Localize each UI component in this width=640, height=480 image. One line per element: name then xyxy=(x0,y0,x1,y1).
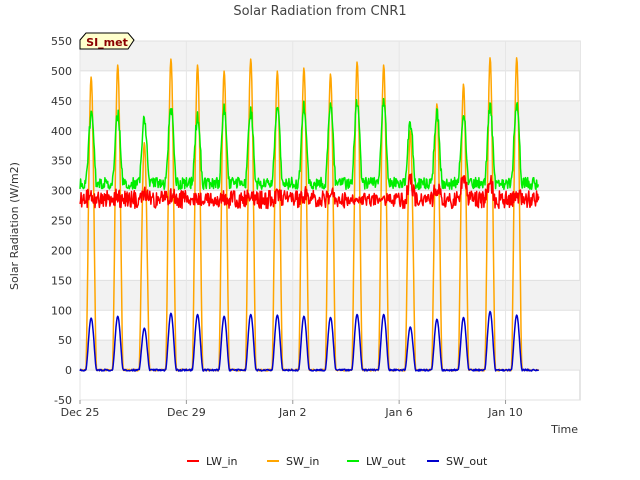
plot-band xyxy=(80,280,580,311)
series-layer xyxy=(79,57,540,372)
badge-label: SI_met xyxy=(86,36,128,49)
y-tick-label: 550 xyxy=(51,35,72,48)
y-tick-label: 450 xyxy=(51,95,72,108)
series-line-sw-out xyxy=(79,310,539,372)
station-badge: SI_met xyxy=(79,32,135,50)
x-tick-label: Dec 25 xyxy=(61,406,100,419)
x-tick-label: Jan 2 xyxy=(278,406,306,419)
y-tick-label: 100 xyxy=(51,304,72,317)
plot-band xyxy=(80,41,580,71)
x-tick-label: Jan 6 xyxy=(384,406,412,419)
x-axis: Dec 25 Dec 29 Jan 2 Jan 6 Jan 10 xyxy=(61,400,523,419)
legend-item-sw-in: SW_in xyxy=(267,455,319,468)
legend-label: LW_out xyxy=(366,455,406,468)
y-tick-label: 350 xyxy=(51,155,72,168)
legend-label: SW_in xyxy=(286,455,319,468)
x-axis-label: Time xyxy=(550,423,578,436)
x-tick-label: Dec 29 xyxy=(167,406,206,419)
plot-band xyxy=(80,220,580,251)
legend-label: LW_in xyxy=(206,455,238,468)
badge-shape xyxy=(79,32,135,50)
y-tick-label: 500 xyxy=(51,65,72,78)
chart-title: Solar Radiation from CNR1 xyxy=(233,4,406,19)
y-axis: -50 0 50 100 150 200 250 300 350 400 450 500 550 xyxy=(51,35,72,407)
y-tick-label: 0 xyxy=(65,364,72,377)
legend-item-lw-out: LW_out xyxy=(347,455,406,468)
legend-item-sw-out: SW_out xyxy=(427,455,488,468)
legend: LW_in SW_in LW_out SW_out xyxy=(187,455,488,468)
legend-item-lw-in: LW_in xyxy=(187,455,238,468)
y-tick-label: 50 xyxy=(58,334,72,347)
y-tick-label: 250 xyxy=(51,215,72,228)
y-tick-label: 400 xyxy=(51,125,72,138)
x-tick-label: Jan 10 xyxy=(487,406,522,419)
y-tick-label: 150 xyxy=(51,274,72,287)
y-axis-label: Solar Radiation (W/m2) xyxy=(8,162,21,290)
y-tick-label: -50 xyxy=(54,394,72,407)
y-tick-label: 300 xyxy=(51,185,72,198)
plot-band xyxy=(80,340,580,371)
series-line-lw-out xyxy=(79,97,539,191)
series-line-lw-in xyxy=(79,173,540,210)
legend-label: SW_out xyxy=(446,455,488,468)
gridlines xyxy=(79,40,580,401)
y-tick-label: 200 xyxy=(51,244,72,257)
